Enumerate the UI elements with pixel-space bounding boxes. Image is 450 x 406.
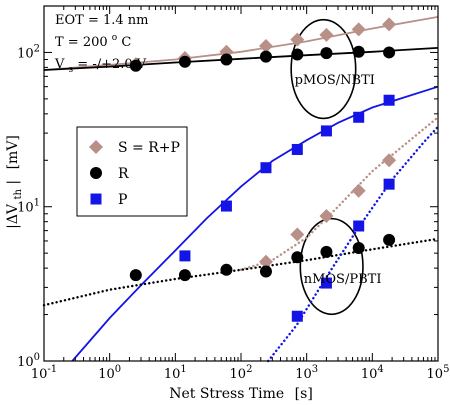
point-nmos-pbti-s-r-p-0 xyxy=(258,254,273,269)
annotation-label-nmos-pbti: nMOS/PBTI xyxy=(304,272,382,287)
condition-temperature-degree: o xyxy=(112,33,117,43)
annotation-label-pmos-nbti: pMOS/NBTI xyxy=(295,73,375,88)
annotation-ellipses xyxy=(290,18,364,316)
y-tick-label: 100 xyxy=(17,352,40,370)
point-pmos-nbti-s-r-p-7 xyxy=(382,17,397,32)
fit-line-pmos-nbti-r xyxy=(43,47,439,71)
point-pmos-nbti-r-0 xyxy=(129,59,142,72)
y-axis-label-tail: | xyxy=(5,180,21,185)
x-axis-label: Net Stress Time xyxy=(169,386,284,402)
x-tick-label: 100 xyxy=(98,364,121,382)
y-tick-label: 102 xyxy=(17,43,40,61)
point-pmos-nbti-r-1 xyxy=(178,55,191,68)
point-pmos-nbti-s-r-p-6 xyxy=(351,22,366,37)
legend-label-r: R xyxy=(118,166,129,182)
point-nmos-pbti-r-7 xyxy=(383,233,396,246)
point-pmos-nbti-r-2 xyxy=(220,53,233,66)
fit-line-pmos-nbti-s-r-p xyxy=(43,16,439,71)
y-axis-label-main: |ΔV xyxy=(5,203,21,229)
condition-eot: EOT = 1.4 nm xyxy=(55,13,148,28)
y-axis-unit: [mV] xyxy=(5,135,21,169)
point-pmos-nbti-p-1 xyxy=(220,200,232,212)
condition-voltage-symbol: V xyxy=(54,57,65,72)
point-pmos-nbti-r-6 xyxy=(352,45,365,58)
x-tick-label: 101 xyxy=(164,364,187,382)
condition-voltage-sub: s xyxy=(69,65,74,75)
axis-ticks xyxy=(43,6,439,362)
legend-label-s: S = R+P xyxy=(118,140,180,156)
point-pmos-nbti-p-0 xyxy=(179,250,191,262)
x-axis-title: Net Stress Time [s] xyxy=(169,386,313,402)
point-pmos-nbti-p-6 xyxy=(383,94,395,106)
point-pmos-nbti-s-r-p-5 xyxy=(319,27,334,42)
point-nmos-pbti-p-1 xyxy=(320,277,332,289)
legend-marker-circle xyxy=(90,167,102,179)
point-pmos-nbti-s-r-p-3 xyxy=(258,39,273,54)
point-pmos-nbti-r-5 xyxy=(320,47,333,60)
point-pmos-nbti-p-3 xyxy=(291,143,303,155)
x-tick-label: 10-1 xyxy=(31,364,57,382)
point-nmos-pbti-s-r-p-3 xyxy=(351,183,366,198)
point-pmos-nbti-p-5 xyxy=(353,111,365,123)
point-nmos-pbti-s-r-p-4 xyxy=(382,153,397,168)
point-pmos-nbti-r-3 xyxy=(259,50,272,63)
point-nmos-pbti-s-r-p-2 xyxy=(319,209,334,224)
condition-eot-text: EOT = 1.4 nm xyxy=(55,13,148,28)
x-tick-label: 105 xyxy=(427,364,450,382)
legend-label-p: P xyxy=(118,192,127,208)
point-nmos-pbti-p-2 xyxy=(353,220,365,232)
point-nmos-pbti-r-0 xyxy=(129,269,142,282)
point-nmos-pbti-r-2 xyxy=(220,263,233,276)
point-pmos-nbti-s-r-p-4 xyxy=(290,32,305,47)
annotation-ellipse-nmos-pbti xyxy=(299,217,364,316)
y-axis-label-sub: th xyxy=(13,188,24,199)
condition-temperature: T = 200 o C xyxy=(55,29,131,50)
x-tick-label: 102 xyxy=(230,364,253,382)
condition-temperature-text: T = 200 xyxy=(55,35,108,50)
annotation-labels: pMOS/NBTI nMOS/PBTI xyxy=(295,73,382,287)
condition-temperature-unit: C xyxy=(121,35,131,50)
point-pmos-nbti-p-2 xyxy=(260,162,272,174)
legend-marker-diamond xyxy=(89,140,103,154)
fit-line-nmos-pbti-s-r-p xyxy=(239,116,440,271)
point-pmos-nbti-r-4 xyxy=(291,48,304,61)
fit-line-pmos-nbti-p xyxy=(71,85,439,362)
x-tick-label: 104 xyxy=(361,364,384,382)
x-axis-unit: [s] xyxy=(295,386,313,402)
legend-marker-square xyxy=(90,193,102,205)
point-nmos-pbti-p-3 xyxy=(383,178,395,190)
point-nmos-pbti-r-1 xyxy=(178,269,191,282)
condition-voltage: V s = -/+2.0 V xyxy=(54,57,147,76)
data-points xyxy=(128,17,397,322)
point-nmos-pbti-p-0 xyxy=(291,310,303,322)
point-nmos-pbti-r-3 xyxy=(259,265,272,278)
condition-voltage-value: = -/+2.0 V xyxy=(77,57,146,72)
y-axis-title: |ΔV th | [mV] xyxy=(5,135,25,229)
point-nmos-pbti-r-6 xyxy=(352,242,365,255)
point-nmos-pbti-r-4 xyxy=(291,251,304,264)
y-tick-label: 101 xyxy=(17,198,40,216)
conditions-note: EOT = 1.4 nm T = 200 o C V s = -/+2.0 V xyxy=(54,13,148,76)
point-nmos-pbti-s-r-p-1 xyxy=(290,227,305,242)
point-nmos-pbti-r-5 xyxy=(320,245,333,258)
point-pmos-nbti-r-7 xyxy=(383,46,396,59)
annotation-ellipse-pmos-nbti xyxy=(290,18,357,120)
legend: S = R+P R P xyxy=(76,126,188,217)
point-pmos-nbti-p-4 xyxy=(320,125,332,137)
x-tick-label: 103 xyxy=(295,364,318,382)
